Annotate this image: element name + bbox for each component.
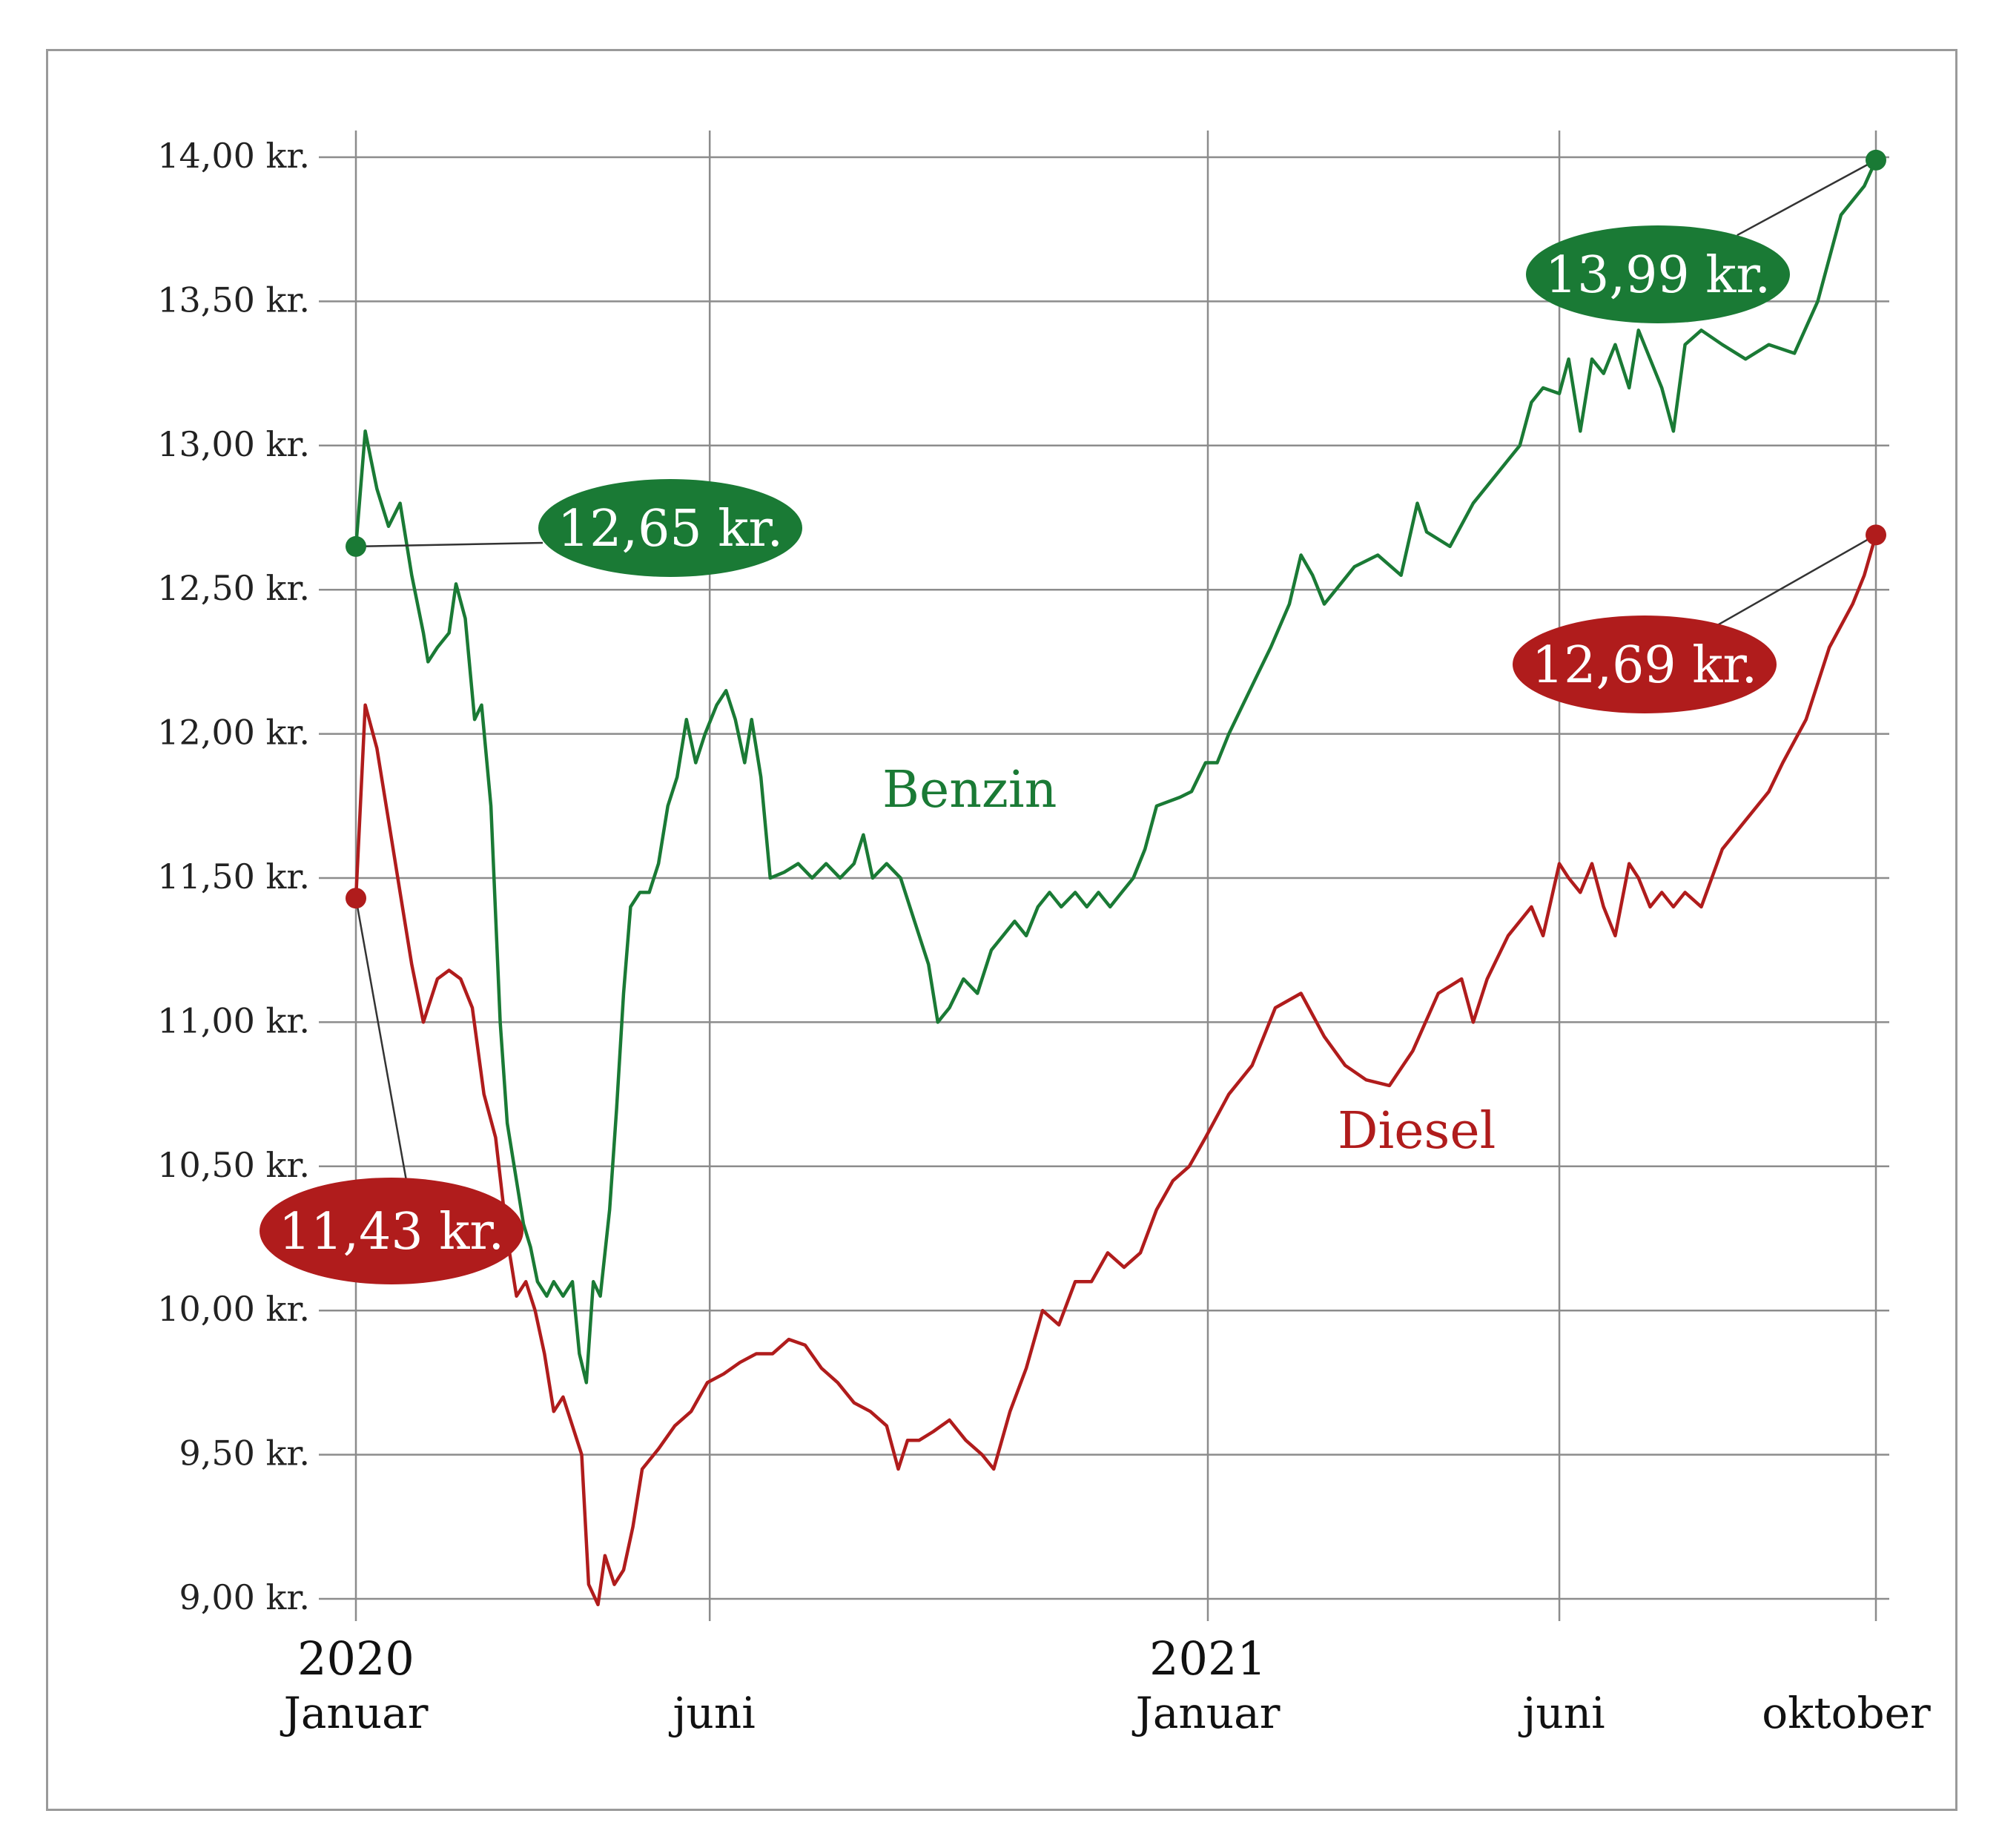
callout-leader [355,541,543,548]
y-tick-label: 13,00 kr. [157,424,310,464]
callout-label: 13,99 kr. [1545,246,1771,305]
y-tick-label: 10,50 kr. [157,1145,310,1185]
callout-badge [1526,225,1790,323]
y-tick-label: 9,00 kr. [179,1577,310,1617]
callout-badge [260,1178,523,1284]
series-label-benzin: Benzin [882,761,1057,819]
callout-leader [1737,159,1877,237]
callout-badge [1513,616,1777,713]
callout-point [1866,149,1886,171]
x-tick-month: juni [669,1688,756,1738]
x-tick-month: Januar [1132,1688,1281,1738]
y-tick-label: 11,00 kr. [157,1000,310,1040]
series-line-benzin [354,159,1878,1385]
callout-leader [354,897,408,1181]
callout-point [346,888,366,909]
callout-label: 11,43 kr. [279,1203,504,1261]
series-lines [354,159,1878,1607]
callout-badge [538,479,802,577]
y-tick-label: 12,00 kr. [157,713,310,753]
x-tick-month: juni [1518,1688,1605,1738]
y-tick-label: 9,50 kr. [179,1433,310,1474]
x-tick-year: 2021 [1149,1631,1266,1686]
y-tick-label: 11,50 kr. [157,857,310,897]
series-line-diesel [354,534,1878,1607]
callouts: 12,65 kr. 13,99 kr. 11,43 kr. 12,69 kr. [260,149,1886,1284]
callout-label: 12,65 kr. [558,500,783,558]
y-tick-label: 14,00 kr. [157,136,310,176]
y-axis: 14,00 kr. 13,50 kr. 13,00 kr. 12,50 kr. 12,0… [157,136,310,1617]
callout-point [1866,524,1886,546]
x-tick-month: Januar [280,1688,429,1738]
series-label-diesel: Diesel [1338,1102,1496,1161]
x-tick-month: oktober [1762,1688,1931,1738]
x-tick-year: 2020 [297,1631,414,1686]
y-tick-label: 13,50 kr. [157,280,310,320]
y-tick-label: 12,50 kr. [157,568,310,608]
callout-label: 12,69 kr. [1532,636,1757,695]
callout-point [346,535,366,557]
chart-frame [46,49,1957,1811]
y-tick-label: 10,00 kr. [157,1289,310,1329]
gridlines [319,131,1889,1621]
callout-leader [1717,534,1877,627]
